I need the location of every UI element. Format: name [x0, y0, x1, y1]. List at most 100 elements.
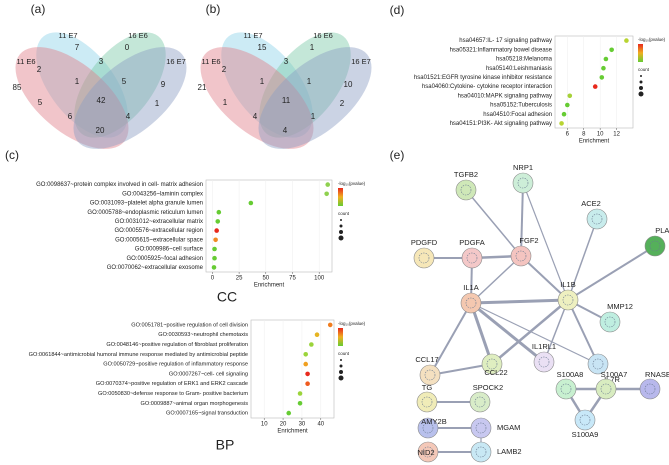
dot	[248, 200, 254, 206]
node-structure	[486, 358, 498, 370]
node-structure	[560, 383, 572, 395]
node-label: PLAU	[655, 226, 669, 235]
node-structure	[460, 184, 472, 196]
x-tick-label: 10	[597, 132, 604, 138]
dot	[567, 93, 573, 99]
x-axis-label: Enrichment	[277, 429, 308, 435]
x-tick-label: 0	[211, 276, 215, 282]
dot	[599, 75, 605, 80]
venn-set	[36, 32, 128, 138]
category-label: hsa05321:Inflammatory bowel disease	[450, 47, 553, 53]
network-edge	[567, 218, 598, 301]
dot	[216, 209, 222, 215]
network-node	[470, 417, 492, 439]
legend-title: -log₁₀(pvalue)	[338, 321, 366, 326]
venn-set-label: 16 E7	[166, 57, 186, 66]
category-label: GO:0005925~focal adhesion	[126, 256, 203, 262]
network-node	[460, 292, 482, 314]
network-node	[644, 235, 666, 257]
category-label: GO:0061844~antimicrobial humoral immune …	[29, 352, 248, 358]
node-structure	[517, 177, 529, 189]
dot	[324, 191, 329, 197]
network-node	[557, 289, 579, 311]
category-label: hsa04657:IL- 17 signaling pathway	[459, 38, 552, 44]
category-label: GO:0050830~defense response to Gram- pos…	[98, 391, 248, 397]
network-edge	[429, 363, 493, 376]
venn-count: 7	[75, 43, 80, 52]
size-key	[338, 375, 344, 381]
venn: 11 E7 16 E6 11 E6 16 E7 7 0 3 2 85 1 5 9 5 42 1 6 4 20	[13, 31, 187, 149]
venn-count: 1	[155, 99, 160, 108]
node-structure	[591, 213, 603, 225]
x-tick-label: 12	[613, 132, 620, 138]
node-structure	[475, 446, 487, 458]
venn-set-label: 11 E6	[16, 57, 35, 66]
category-label: hsa04010:MAPK signaling pathway	[458, 93, 552, 99]
venn-set	[73, 47, 187, 149]
category-label: GO:0070062~extracellular exosome	[107, 265, 204, 271]
x-tick-label: 20	[280, 422, 287, 428]
x-tick-label: 100	[314, 276, 325, 282]
category-label: hsa01521:EGFR tyrosine kinase inhibitor …	[414, 75, 553, 81]
venn-count: 5	[38, 98, 43, 107]
network-node	[419, 364, 441, 386]
node-label: AMY2B	[421, 417, 446, 426]
venn-count: 1	[75, 77, 80, 86]
color-bar	[638, 44, 643, 62]
network-edge	[429, 302, 472, 376]
network-edge	[470, 301, 545, 364]
color-bar	[338, 188, 343, 206]
venn-count: 5	[122, 77, 127, 86]
size-key	[639, 86, 643, 90]
node-structure	[562, 294, 574, 306]
node-structure	[466, 252, 478, 264]
category-label: hsa05152:Tuberculosis	[490, 103, 552, 109]
node-structure	[600, 383, 612, 395]
node-label: PDGFA	[459, 238, 484, 247]
node-structure	[579, 414, 591, 426]
category-label: hsa05218:Melanoma	[496, 57, 553, 63]
network-node	[455, 179, 477, 201]
network-node	[416, 391, 438, 413]
network-node	[586, 208, 608, 230]
category-label: GO:0031012~extracellular matrix	[115, 219, 203, 225]
network-edge	[470, 255, 522, 304]
dot	[314, 332, 320, 338]
category-label: GO:0005788~endoplasmic reticulum lumen	[87, 210, 203, 216]
node-label: S100A7	[601, 370, 628, 379]
node-label: IL1A	[463, 283, 478, 292]
category-label: GO:0030593~neutrophil chemotaxis	[158, 332, 248, 338]
venn-set	[74, 32, 166, 138]
node-structure	[421, 396, 433, 408]
network-node	[574, 409, 596, 431]
size-key	[339, 230, 343, 234]
node-label: IL7R	[604, 375, 620, 384]
category-label: GO:0005576~extracellular region	[114, 228, 203, 234]
dot	[215, 219, 221, 224]
x-tick-label: 30	[299, 422, 306, 428]
node-structure	[644, 383, 656, 395]
node-structure	[604, 316, 616, 328]
node-structure	[424, 369, 436, 381]
size-legend-title: count	[338, 351, 350, 356]
network-node	[417, 441, 439, 463]
venn-set	[15, 47, 129, 149]
x-tick-label: 50	[262, 276, 269, 282]
category-label: GO:0050729~positive regulation of inflam…	[103, 362, 248, 368]
venn-count: 4	[253, 112, 258, 121]
network-node	[469, 391, 491, 413]
venn-count: 1	[223, 98, 228, 107]
chart-title: BP	[216, 437, 235, 453]
size-legend-title: count	[638, 67, 650, 72]
network-node	[461, 247, 483, 269]
venn-set	[258, 47, 372, 149]
panel-label: (e)	[390, 148, 405, 162]
x-tick-label: 25	[236, 276, 243, 282]
venn-set-label: 11 E7	[243, 31, 262, 40]
legend-title: -log₁₀(pvalue)	[338, 181, 366, 186]
node-structure	[538, 356, 550, 368]
venn-set-label: 11 E7	[58, 31, 77, 40]
node-label: MMP12	[607, 302, 633, 311]
node-label: S100A8	[557, 370, 584, 379]
